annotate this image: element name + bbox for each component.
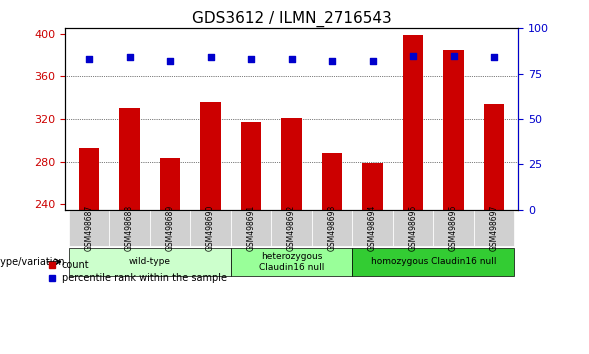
Text: GSM498688: GSM498688: [125, 205, 134, 251]
Text: GSM498687: GSM498687: [85, 205, 94, 251]
Text: GSM498690: GSM498690: [206, 205, 215, 251]
Text: GSM498696: GSM498696: [449, 205, 458, 251]
Bar: [200, 102, 221, 210]
Point: [166, 58, 175, 64]
Bar: [403, 35, 423, 210]
Point: [287, 56, 296, 62]
FancyBboxPatch shape: [312, 210, 352, 246]
Bar: [484, 104, 504, 210]
Point: [408, 53, 418, 58]
Text: GSM498693: GSM498693: [327, 205, 336, 251]
Bar: [322, 153, 342, 210]
Title: GDS3612 / ILMN_2716543: GDS3612 / ILMN_2716543: [191, 11, 392, 27]
Bar: [120, 108, 140, 210]
Point: [125, 55, 134, 60]
Legend: count, percentile rank within the sample: count, percentile rank within the sample: [47, 260, 227, 283]
FancyBboxPatch shape: [352, 210, 393, 246]
FancyBboxPatch shape: [352, 247, 514, 276]
Point: [327, 58, 337, 64]
Text: GSM498691: GSM498691: [247, 205, 256, 251]
Point: [206, 55, 216, 60]
Point: [489, 55, 499, 60]
FancyBboxPatch shape: [272, 210, 312, 246]
Bar: [241, 122, 261, 210]
FancyBboxPatch shape: [474, 210, 514, 246]
Text: GSM498689: GSM498689: [166, 205, 174, 251]
Text: GSM498692: GSM498692: [287, 205, 296, 251]
Text: wild-type: wild-type: [129, 257, 171, 266]
FancyBboxPatch shape: [434, 210, 474, 246]
Text: homozygous Claudin16 null: homozygous Claudin16 null: [370, 257, 496, 266]
FancyBboxPatch shape: [150, 210, 190, 246]
Bar: [160, 159, 180, 210]
FancyBboxPatch shape: [231, 210, 272, 246]
Text: GSM498694: GSM498694: [368, 205, 377, 251]
Text: GSM498697: GSM498697: [489, 205, 498, 251]
FancyBboxPatch shape: [69, 247, 231, 276]
Bar: [282, 118, 302, 210]
Text: heterozygous
Claudin16 null: heterozygous Claudin16 null: [259, 252, 324, 272]
FancyBboxPatch shape: [69, 210, 110, 246]
FancyBboxPatch shape: [393, 210, 434, 246]
Bar: [79, 148, 99, 210]
Point: [449, 53, 458, 58]
FancyBboxPatch shape: [231, 247, 352, 276]
Point: [368, 58, 378, 64]
Text: genotype/variation: genotype/variation: [0, 257, 65, 267]
FancyBboxPatch shape: [110, 210, 150, 246]
Text: GSM498695: GSM498695: [409, 205, 418, 251]
FancyBboxPatch shape: [190, 210, 231, 246]
Bar: [362, 163, 383, 210]
Point: [84, 56, 94, 62]
Bar: [444, 50, 464, 210]
Point: [246, 56, 256, 62]
